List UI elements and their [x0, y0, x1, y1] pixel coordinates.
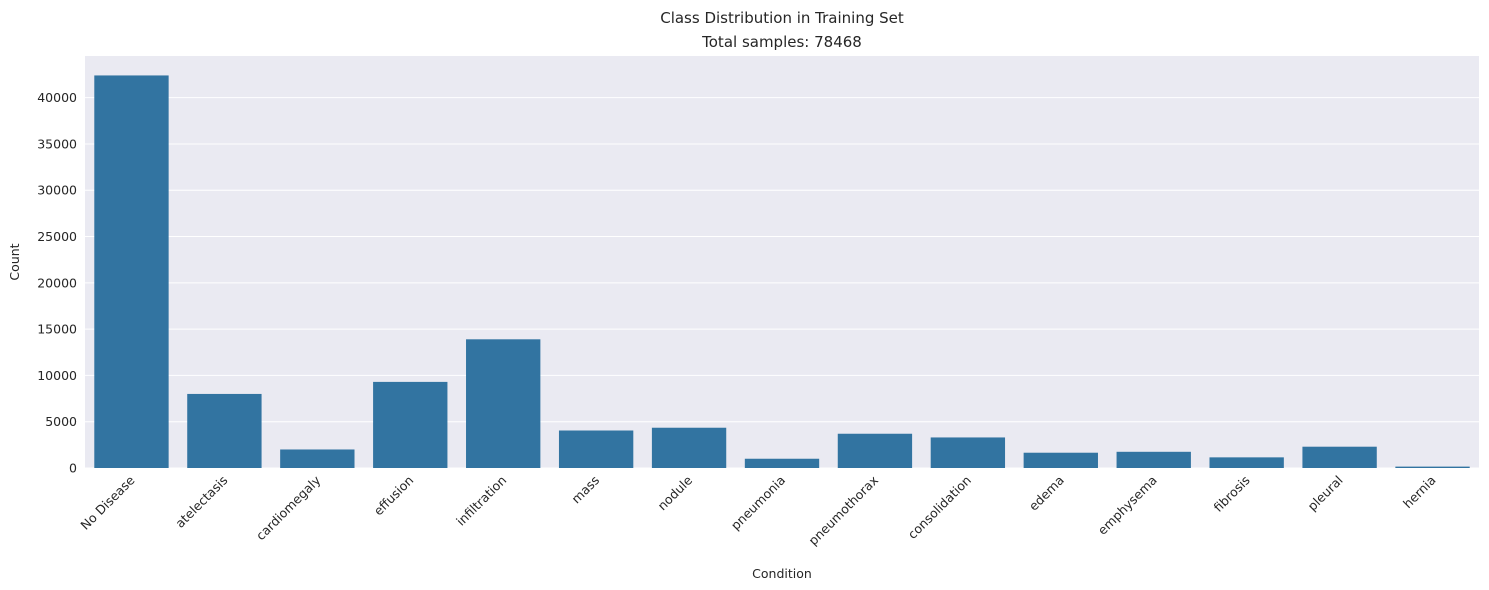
x-tick-label: fibrosis [1210, 473, 1252, 515]
y-tick-label: 30000 [37, 183, 77, 198]
x-tick-label: nodule [654, 472, 695, 513]
bar-atelectasis [187, 393, 262, 468]
x-tick-label: mass [568, 473, 602, 507]
bar-hernia [1395, 466, 1470, 468]
bar-nodule [651, 427, 727, 468]
x-tick-label: cardiomegaly [253, 472, 324, 543]
bar-emphysema [1116, 451, 1191, 468]
y-tick-label: 25000 [37, 229, 77, 244]
bar-consolidation [930, 437, 1006, 468]
x-axis-label: Condition [752, 566, 812, 581]
bar-fibrosis [1209, 457, 1284, 468]
y-tick-label: 40000 [37, 90, 77, 105]
x-tick-label: No Disease [77, 472, 137, 532]
x-axis-ticks: No Disease atelectasis cardiomegaly effusio… [77, 472, 1438, 548]
x-tick-label: infiltration [453, 473, 509, 529]
x-tick-label: emphysema [1095, 473, 1160, 538]
bar-edema [1023, 452, 1098, 468]
bar-cardiomegaly [280, 449, 355, 468]
bars [94, 75, 1470, 469]
plot-area [85, 56, 1479, 468]
x-tick-label: hernia [1400, 473, 1439, 512]
bar-pneumonia [744, 458, 820, 468]
y-axis-label: Count [7, 243, 22, 280]
x-tick-label: pneumonia [728, 473, 788, 533]
x-tick-label: edema [1026, 473, 1067, 514]
y-tick-label: 5000 [45, 414, 77, 429]
y-tick-label: 15000 [37, 322, 77, 337]
bar-infiltration [466, 339, 541, 468]
chart-subtitle: Total samples: 78468 [701, 33, 862, 51]
x-tick-label: atelectasis [172, 473, 230, 531]
x-tick-label: effusion [371, 473, 417, 519]
x-tick-label: pleural [1304, 473, 1345, 514]
y-tick-label: 0 [69, 461, 77, 476]
bar-mass [558, 430, 634, 468]
y-axis-ticks: 0 5000 10000 15000 20000 25000 30000 35000 40000 [37, 90, 77, 475]
bar-pneumothorax [837, 433, 913, 468]
x-tick-label: consolidation [905, 473, 974, 542]
y-tick-label: 35000 [37, 136, 77, 151]
y-tick-label: 10000 [37, 368, 77, 383]
y-tick-label: 20000 [37, 275, 77, 290]
x-tick-label: pneumothorax [805, 473, 881, 549]
bar-effusion [373, 381, 448, 468]
chart-title: Class Distribution in Training Set [660, 9, 904, 27]
bar-no-disease [94, 75, 169, 469]
grid-lines [85, 97, 1479, 469]
bar-pleural [1302, 446, 1377, 468]
